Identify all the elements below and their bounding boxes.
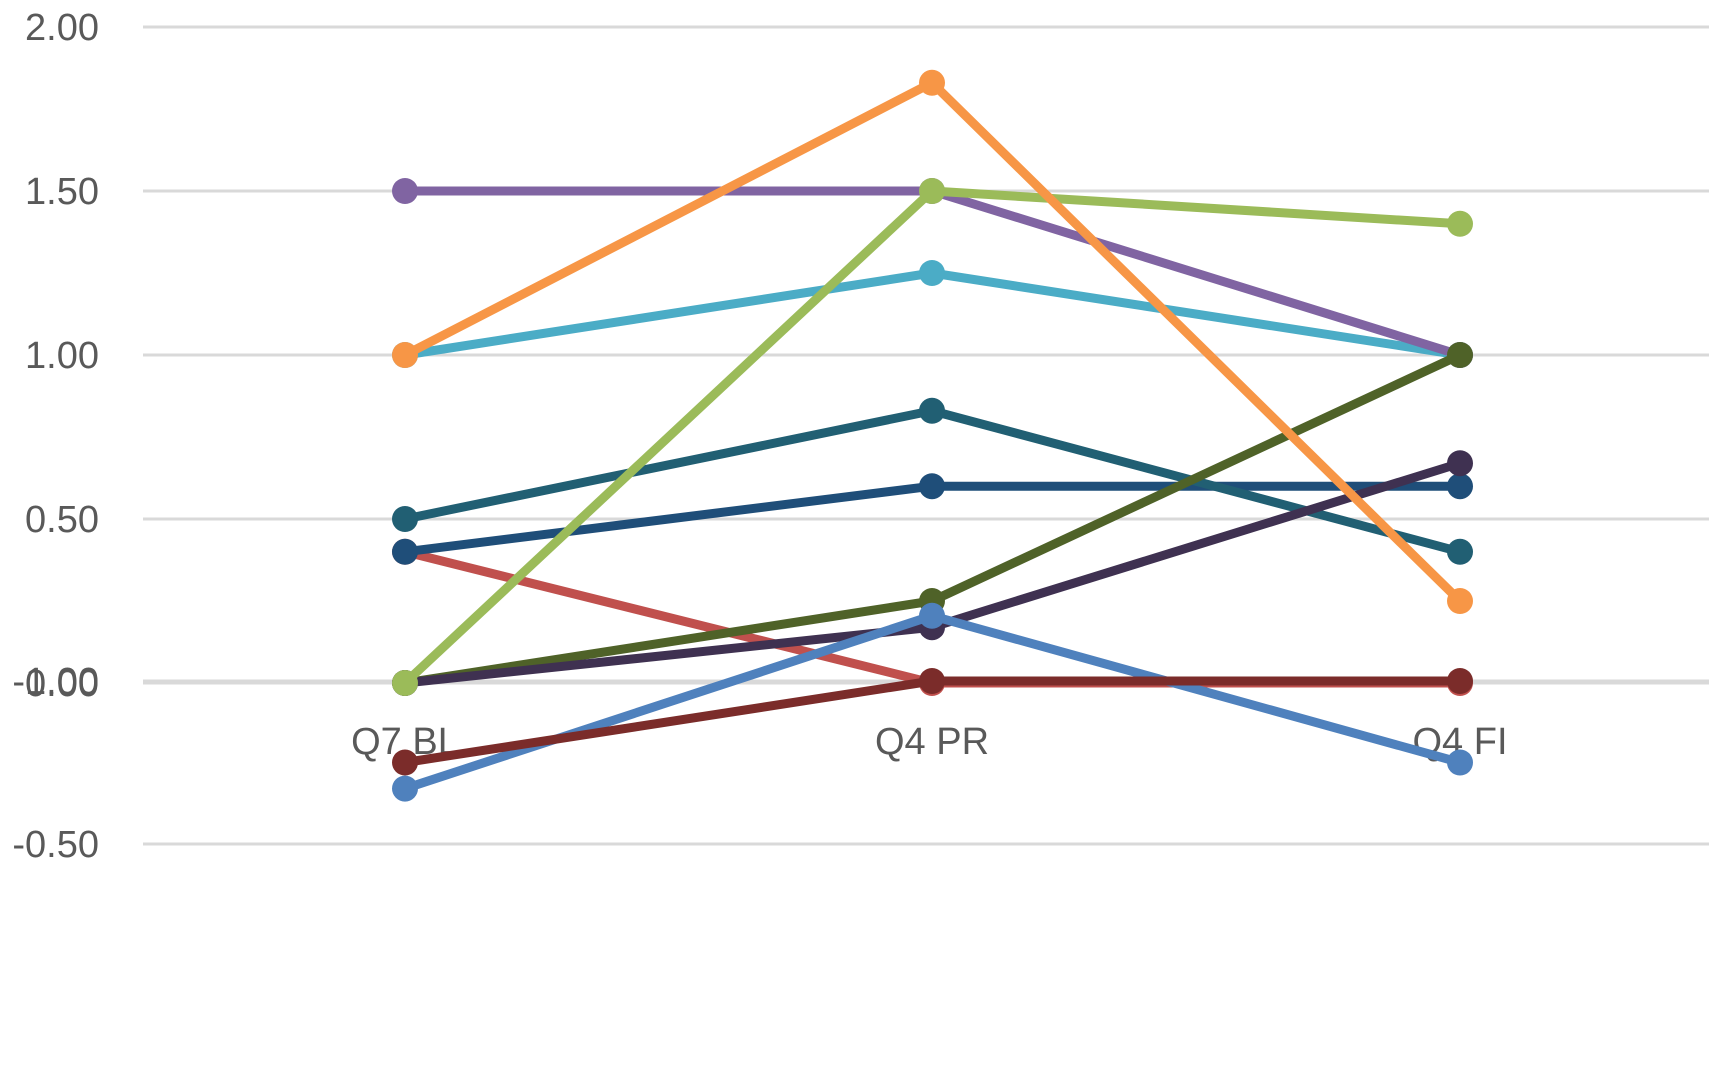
data-point <box>1447 588 1473 614</box>
data-point <box>392 342 418 368</box>
data-point <box>392 670 418 696</box>
data-point <box>1447 668 1473 694</box>
data-point <box>392 749 418 776</box>
y-tick-label: 2.00 <box>25 7 99 49</box>
y-tick-label: 0.00 <box>25 663 99 705</box>
data-point <box>392 538 418 565</box>
series-11 <box>392 668 1473 776</box>
y-tick-label: 0.50 <box>25 499 99 541</box>
series-4 <box>392 473 1473 565</box>
data-point <box>1447 749 1473 776</box>
data-point <box>919 178 945 204</box>
y-axis-tick-labels: 2.00 1.50 1.00 0.50 0.00 -0.50 -1.00 <box>12 7 99 866</box>
y-tick-label: 1.00 <box>25 335 99 377</box>
y-tick-label: -0.50 <box>12 824 99 866</box>
data-point <box>919 668 945 694</box>
data-point <box>392 178 418 204</box>
data-point <box>919 69 945 96</box>
data-point <box>392 506 418 532</box>
data-point <box>1447 450 1473 477</box>
data-point <box>919 602 945 629</box>
data-point <box>919 473 945 500</box>
data-point <box>919 260 945 286</box>
y-tick-label: 1.50 <box>25 171 99 213</box>
y-tick-label: -1.00 <box>12 661 99 703</box>
data-point <box>1447 538 1473 565</box>
series-8 <box>392 178 1473 696</box>
series-9 <box>392 69 1473 614</box>
data-point <box>919 397 945 424</box>
data-point <box>1447 473 1473 500</box>
series-line <box>400 78 1465 606</box>
data-point <box>392 775 418 802</box>
data-point <box>1447 342 1473 368</box>
data-point <box>1447 210 1473 237</box>
series-5 <box>392 397 1473 565</box>
x-tick-label: Q4 PR <box>875 721 989 763</box>
series-lines <box>392 69 1473 802</box>
